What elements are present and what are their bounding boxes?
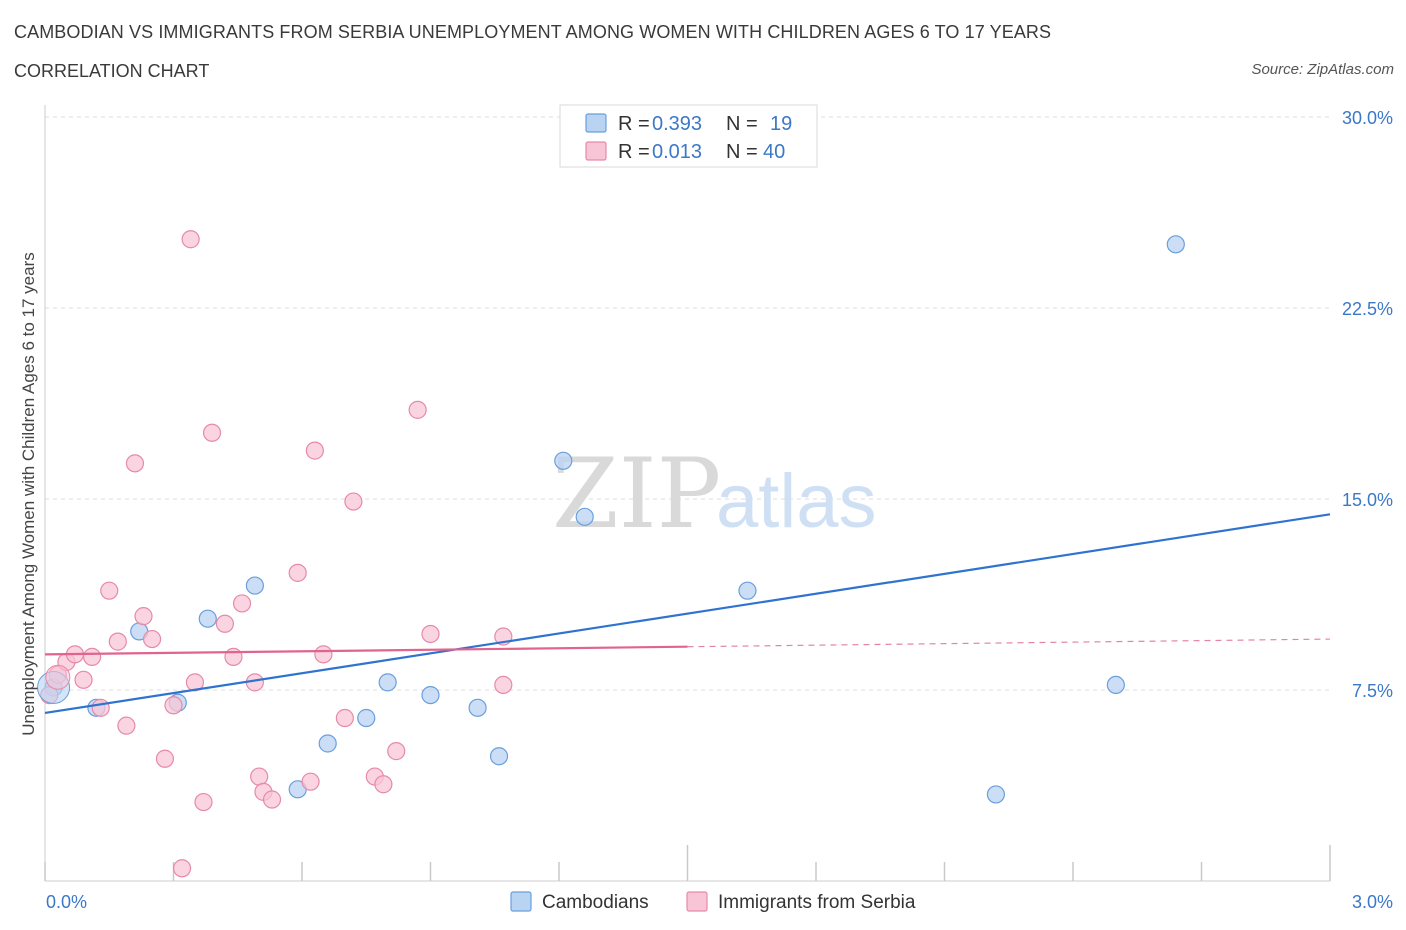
data-points <box>37 230 1185 878</box>
data-point <box>185 673 205 692</box>
data-point <box>301 772 320 791</box>
legend-n-value: 40 <box>763 141 785 163</box>
data-point-cluster <box>45 664 71 690</box>
data-point <box>421 685 440 705</box>
legend-r-label: R = <box>618 113 650 135</box>
data-point <box>288 563 307 582</box>
data-point <box>134 607 153 626</box>
data-point <box>489 747 509 766</box>
data-point <box>215 614 234 633</box>
y-tick-labels: 7.5% 15.0% 22.5% 30.0% <box>1342 108 1393 701</box>
chart-subtitle: CORRELATION CHART <box>14 61 210 81</box>
data-point <box>108 632 127 651</box>
y-axis-title: Unemployment Among Women with Children A… <box>19 252 38 736</box>
watermark-atlas: atlas <box>716 459 877 544</box>
data-point <box>198 609 217 628</box>
data-point <box>125 454 145 473</box>
data-point <box>738 581 757 600</box>
data-point <box>378 673 397 692</box>
data-point <box>202 423 222 442</box>
legend-swatch-cambodians <box>585 113 607 133</box>
trend-line-extension <box>687 638 1331 648</box>
data-point <box>1166 235 1185 254</box>
legend-r-label: R = <box>618 141 650 163</box>
data-point <box>357 708 376 728</box>
legend: R = 0.393 N = 19 R = 0.013 N = 40 <box>559 104 818 168</box>
data-point <box>335 708 354 728</box>
y-tick-label: 30.0% <box>1342 108 1393 128</box>
data-point <box>164 696 183 715</box>
data-point <box>262 790 282 809</box>
data-point <box>554 451 573 470</box>
data-point <box>232 594 252 613</box>
legend-r-value: 0.013 <box>652 141 702 163</box>
data-point <box>468 698 487 717</box>
bottom-legend-swatch-serbia <box>686 891 708 912</box>
data-point <box>155 749 175 768</box>
bottom-legend-swatch-cambodians <box>510 891 532 912</box>
axes <box>44 105 1331 882</box>
trend-line <box>44 645 688 656</box>
legend-n-label: N = <box>726 141 758 163</box>
data-point <box>1106 675 1125 695</box>
y-tick-label: 15.0% <box>1342 490 1393 510</box>
data-point <box>245 576 264 595</box>
legend-n-value: 19 <box>770 113 792 135</box>
data-point <box>181 230 200 249</box>
watermark: ZIP atlas <box>552 438 877 550</box>
data-point <box>305 441 324 460</box>
data-point <box>172 859 192 878</box>
data-point <box>314 645 333 664</box>
data-point <box>117 716 136 735</box>
legend-r-value: 0.393 <box>652 113 702 135</box>
data-point <box>318 734 337 753</box>
x-tick-label: 3.0% <box>1352 892 1393 912</box>
data-point <box>74 670 93 689</box>
data-point <box>494 675 513 695</box>
legend-swatch-serbia <box>585 141 607 161</box>
data-point <box>91 698 110 717</box>
data-point <box>344 492 363 511</box>
source-label: Source: ZipAtlas.com <box>1251 61 1394 78</box>
data-point <box>250 767 269 786</box>
bottom-legend-label-serbia: Immigrants from Serbia <box>718 892 916 913</box>
x-tick-labels: 0.0% 3.0% <box>46 892 1393 912</box>
data-point <box>575 507 594 526</box>
chart-title: CAMBODIAN VS IMMIGRANTS FROM SERBIA UNEM… <box>14 22 1052 42</box>
x-tick-label: 0.0% <box>46 892 87 912</box>
data-point <box>421 624 440 644</box>
bottom-legend: Cambodians Immigrants from Serbia <box>510 891 916 913</box>
data-point <box>408 400 427 419</box>
data-point <box>194 792 213 812</box>
data-point <box>374 775 393 794</box>
watermark-zip: ZIP <box>552 438 721 550</box>
y-tick-label: 22.5% <box>1342 299 1393 319</box>
data-point <box>142 629 162 649</box>
bottom-legend-label-cambodians: Cambodians <box>542 892 649 913</box>
y-tick-label: 7.5% <box>1352 681 1393 701</box>
legend-n-label: N = <box>726 113 758 135</box>
data-point <box>100 581 119 600</box>
trend-line <box>44 513 1331 715</box>
data-point <box>986 785 1006 804</box>
trend-lines <box>44 513 1331 715</box>
data-point <box>387 742 406 761</box>
data-point <box>83 647 102 666</box>
